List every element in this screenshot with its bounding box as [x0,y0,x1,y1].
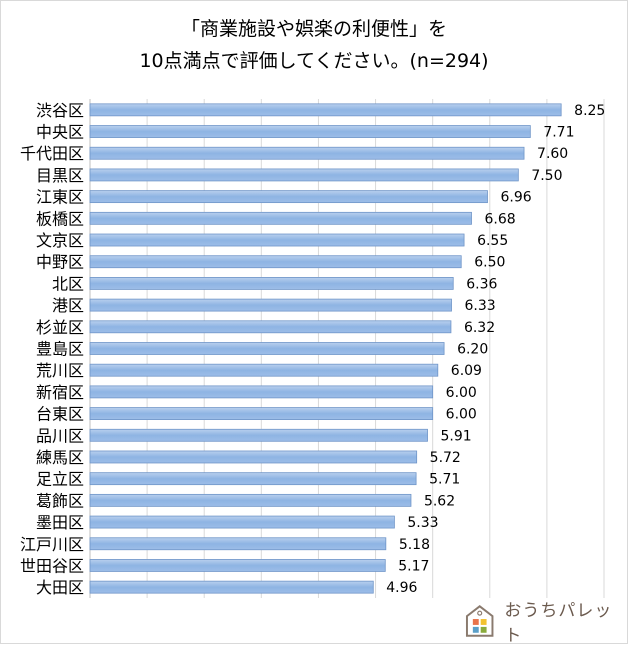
bar [89,298,452,312]
category-label: 江戸川区 [20,535,84,554]
data-label: 7.71 [543,125,574,141]
data-label: 6.50 [474,255,505,271]
bar [89,103,562,117]
data-label: 6.36 [466,276,497,292]
category-label: 杉並区 [36,318,84,337]
bar [89,342,445,355]
category-label: 新宿区 [36,383,84,402]
data-label: 5.18 [399,537,430,553]
category-label: 文京区 [36,231,84,250]
bar [89,255,462,269]
brand-name: おうちパレット [504,601,613,646]
data-label: 5.17 [398,558,429,574]
bar [89,168,519,182]
data-label: 6.33 [465,298,496,314]
category-label: 北区 [52,274,84,293]
bar [89,493,412,507]
data-label: 5.72 [430,450,461,466]
bar [89,363,439,377]
data-label: 8.25 [574,103,605,119]
category-label: 板橋区 [36,209,84,228]
bar [89,385,434,399]
category-label: 江東区 [36,188,84,207]
data-label: 6.55 [477,233,508,249]
category-label: 中野区 [36,253,84,272]
data-label: 6.00 [446,407,477,423]
data-label: 6.20 [457,342,488,358]
brand-logo: おうちパレット [465,596,628,646]
bar [89,211,472,225]
category-label: 千代田区 [20,144,84,163]
category-label: 渋谷区 [36,101,84,120]
data-label: 6.09 [451,363,482,379]
category-label: 港区 [52,296,84,315]
bar [89,515,395,529]
category-label: 練馬区 [36,448,84,467]
data-label: 6.68 [485,211,516,227]
bar [89,190,488,204]
category-label: 豊島区 [36,340,84,359]
bar [89,407,434,420]
data-label: 5.33 [407,515,438,531]
bar [89,233,465,247]
category-label: 荒川区 [36,361,84,380]
category-label: 目黒区 [36,166,84,185]
category-label: 足立区 [36,470,84,489]
bar [89,146,525,160]
data-label: 6.32 [464,320,495,336]
bar [89,450,418,464]
chart-title-line-1: 「商業施設や娯楽の利便性」を [180,18,447,40]
bar [89,125,531,138]
bar [89,277,454,290]
category-label: 品川区 [36,426,84,445]
bar [89,320,452,334]
data-label: 7.60 [537,146,568,162]
bar [89,537,387,551]
category-label: 墨田区 [36,513,84,532]
data-label: 6.96 [500,190,531,206]
category-label: 葛飾区 [36,491,84,510]
category-label: 中央区 [36,123,84,142]
data-label: 4.96 [386,580,417,596]
data-label: 7.50 [531,168,562,184]
bar [89,428,428,442]
category-label: 世田谷区 [20,556,84,575]
data-label: 6.00 [446,385,477,401]
bar [89,580,374,594]
bar [89,472,417,486]
house-icon [465,605,494,637]
chart-title-line-2: 10点満点で評価してください。(n=294) [139,50,489,72]
category-label: 大田区 [36,578,84,597]
data-label: 5.71 [429,472,460,488]
category-label: 台東区 [36,405,84,424]
data-label: 5.62 [424,493,455,509]
data-label: 5.91 [441,428,472,444]
bar [89,559,386,572]
